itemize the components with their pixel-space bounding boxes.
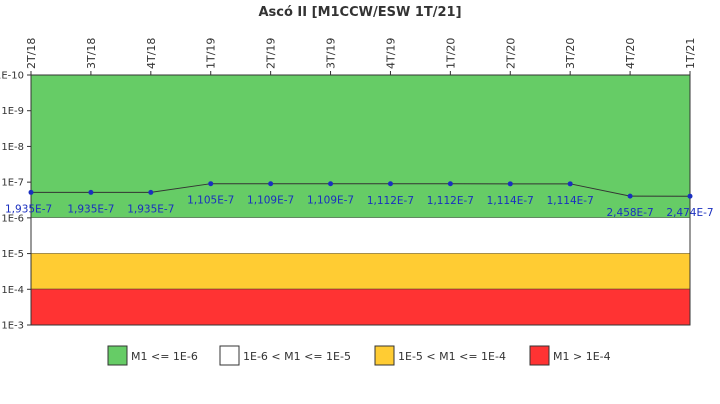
y-tick-label: 1E-6: [1, 213, 24, 224]
data-label: 1,112E-7: [427, 195, 474, 207]
x-tick-label: 2T/19: [265, 38, 278, 69]
data-label: 1,935E-7: [67, 203, 114, 215]
data-label: 1,935E-7: [5, 203, 52, 215]
series-line-0: [31, 183, 691, 197]
risk-bands: [31, 75, 690, 326]
band-2: [31, 253, 690, 290]
x-tick-label: 4T/18: [145, 38, 158, 69]
x-tick-label: 3T/20: [564, 38, 577, 69]
data-point: [387, 181, 393, 187]
data-label: 2,474E-7: [666, 207, 713, 219]
band-3: [31, 289, 690, 325]
x-tick-label: 2T/18: [25, 38, 38, 69]
data-point: [687, 193, 693, 199]
y-tick-label: 1E-7: [1, 178, 24, 189]
data-label: 1,109E-7: [247, 195, 294, 207]
legend: M1 <= 1E-6 1E-6 < M1 <= 1E-5 1E-5 < M1 <= …: [107, 345, 611, 366]
plot-frame: [30, 74, 691, 326]
legend-swatch-3: [529, 345, 550, 366]
x-tick-label: 3T/18: [85, 38, 98, 69]
band-1: [31, 217, 690, 254]
data-label: 1,109E-7: [307, 195, 354, 207]
y-tick-label: 1E-5: [1, 249, 24, 260]
data-point: [88, 189, 94, 195]
data-label: 1,935E-7: [127, 203, 174, 215]
x-tick-label: 3T/19: [325, 38, 338, 69]
data-label: 1,105E-7: [187, 195, 234, 207]
x-tick-label: 1T/19: [205, 38, 218, 69]
x-tick-label: 2T/20: [504, 38, 517, 69]
x-tick-label: 4T/20: [624, 38, 637, 69]
data-point: [268, 181, 274, 187]
data-label: 2,458E-7: [607, 207, 654, 219]
data-point: [447, 181, 453, 187]
legend-entry-1: 1E-6 < M1 <= 1E-5: [243, 350, 351, 363]
legend-swatch-1: [219, 345, 240, 366]
y-tick-label: 1E-4: [1, 285, 24, 296]
data-point: [28, 189, 34, 195]
series: 1,935E-7 1,935E-7 1,935E-7 1,105E-7 1,109E-7…: [5, 181, 714, 219]
axes: 1E-10 1E-9 1E-8 1E-7 1E-6 1E-5 1E-4 1E-3 2T/18 3T…: [0, 38, 697, 332]
data-point: [567, 181, 573, 187]
data-point: [148, 189, 154, 195]
data-point: [627, 193, 633, 199]
x-tick-label: 4T/19: [384, 38, 397, 69]
data-point: [328, 181, 334, 187]
legend-entry-0: M1 <= 1E-6: [131, 350, 198, 363]
y-tick-label: 1E-10: [0, 71, 24, 82]
y-tick-label: 1E-3: [1, 321, 24, 332]
legend-entry-2: 1E-5 < M1 <= 1E-4: [398, 350, 506, 363]
data-point: [208, 181, 214, 187]
y-tick-label: 1E-8: [1, 142, 24, 153]
band-0: [31, 75, 690, 218]
data-label: 1,114E-7: [487, 195, 534, 207]
chart-title: Ascó II [M1CCW/ESW 1T/21]: [258, 5, 461, 20]
y-tick-label: 1E-9: [1, 106, 24, 117]
data-label: 1,112E-7: [367, 195, 414, 207]
legend-swatch-2: [374, 345, 395, 366]
x-tick-label: 1T/20: [444, 38, 457, 69]
legend-swatch-0: [107, 345, 128, 366]
legend-entry-3: M1 > 1E-4: [553, 350, 611, 363]
data-point: [507, 181, 513, 187]
x-tick-label: 1T/21: [684, 38, 697, 69]
data-label: 1,114E-7: [547, 195, 594, 207]
